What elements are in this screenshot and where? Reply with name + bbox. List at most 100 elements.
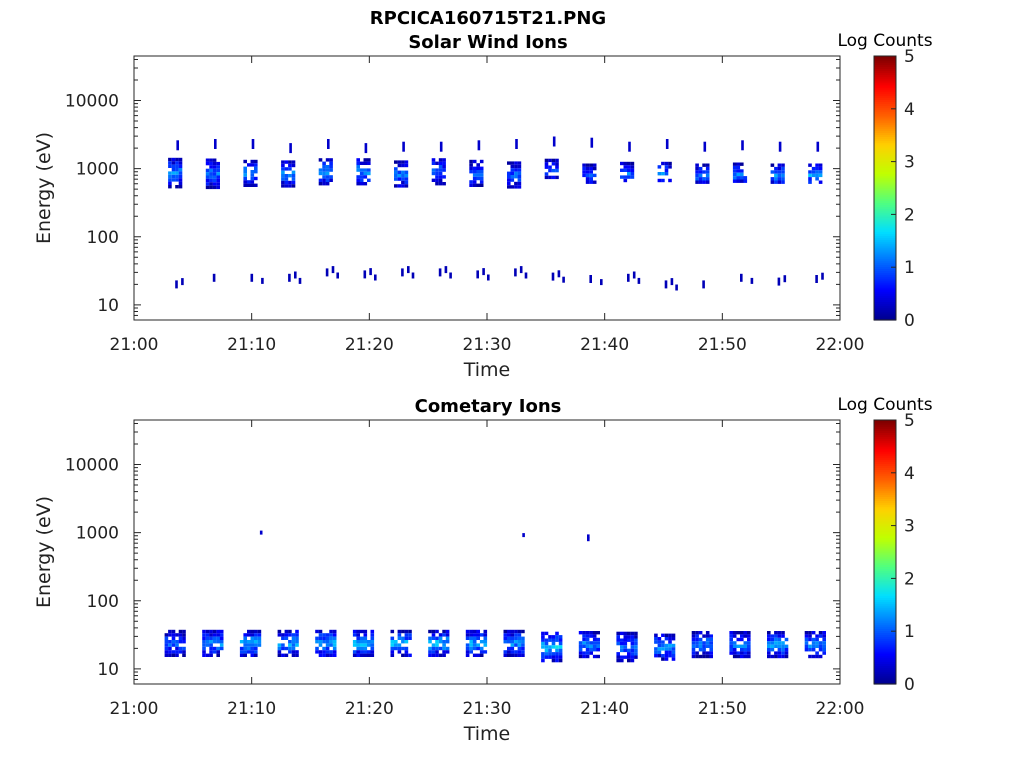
heatmap-cell <box>438 633 443 637</box>
heatmap-cell <box>254 640 258 644</box>
heatmap-cell <box>732 644 737 648</box>
heatmap-cell <box>665 139 669 149</box>
heatmap-cell <box>438 182 443 186</box>
heatmap-cell <box>627 631 631 636</box>
heatmap-cell <box>698 641 703 645</box>
heatmap-cell <box>592 644 597 648</box>
heatmap-cell <box>818 631 823 635</box>
colorbar-segment <box>874 444 896 448</box>
heatmap-cell <box>596 637 600 642</box>
heatmap-cell <box>507 181 511 186</box>
heatmap-cell <box>544 641 549 646</box>
heatmap-cell <box>747 644 751 648</box>
heatmap-cell <box>623 161 628 166</box>
heatmap-cell <box>435 650 439 654</box>
heatmap-cell <box>442 182 446 186</box>
heatmap-cell <box>472 646 477 651</box>
heatmap-cell <box>709 637 713 642</box>
heatmap-cell <box>322 646 326 651</box>
heatmap-cell <box>401 629 405 634</box>
colorbar-segment <box>874 585 896 588</box>
heatmap-cell <box>815 644 819 648</box>
heatmap-cell <box>702 644 706 648</box>
colorbar-segment <box>874 107 896 111</box>
heatmap-cell <box>182 653 186 657</box>
heatmap-cell <box>431 629 436 634</box>
heatmap-cell <box>390 643 395 647</box>
heatmap-cell <box>808 654 812 659</box>
heatmap-cell <box>630 165 635 169</box>
colorbar-tick-label: 2 <box>904 569 915 589</box>
heatmap-cell <box>205 185 210 190</box>
heatmap-cell <box>709 641 713 645</box>
heatmap-cell <box>472 636 477 640</box>
colorbar-segment <box>874 124 896 127</box>
colorbar-segment <box>874 181 896 185</box>
heatmap-cell <box>483 636 488 640</box>
heatmap-cell <box>435 643 439 647</box>
heatmap-cell <box>729 634 733 638</box>
heatmap-cell <box>698 180 703 184</box>
colorbar-segment <box>874 644 896 648</box>
heatmap-cell <box>555 168 559 173</box>
colorbar-segment <box>874 611 896 615</box>
heatmap-cell <box>767 631 771 635</box>
heatmap-cell <box>394 643 398 647</box>
heatmap-cell <box>315 629 319 634</box>
colorbar-segment <box>874 262 896 265</box>
heatmap-cell <box>544 165 549 169</box>
colorbar-segment <box>874 194 896 197</box>
heatmap-cell <box>295 633 299 637</box>
heatmap-cell <box>182 633 186 637</box>
heatmap-cell <box>483 643 488 647</box>
heatmap-cell <box>281 653 285 657</box>
heatmap-cell <box>205 161 210 166</box>
heatmap-cell <box>740 162 744 166</box>
heatmap-cell <box>394 640 398 644</box>
colorbar-segment <box>874 245 896 249</box>
heatmap-cell <box>510 633 515 637</box>
heatmap-cell <box>657 643 662 648</box>
colorbar-segment <box>874 564 896 568</box>
heatmap-cell <box>479 176 484 181</box>
heatmap-cell <box>818 163 823 167</box>
heatmap-cell <box>318 158 323 162</box>
heatmap-cell <box>736 176 741 180</box>
heatmap-cell <box>408 629 412 634</box>
x-tick-label: 21:50 <box>698 699 747 719</box>
heatmap-cell <box>261 277 264 284</box>
heatmap-cell <box>289 143 292 154</box>
colorbar-segment <box>874 533 896 537</box>
colorbar-segment <box>874 223 896 226</box>
colorbar-frame <box>873 55 897 321</box>
heatmap-cell <box>322 653 326 657</box>
heatmap-cell <box>247 650 251 654</box>
heatmap-cell <box>288 646 292 651</box>
colorbar-segment <box>874 562 896 565</box>
colorbar-segment <box>874 525 896 528</box>
heatmap-cell <box>435 175 439 179</box>
heatmap-cell <box>247 646 251 651</box>
heatmap-cell <box>558 652 563 656</box>
colorbar-segment <box>874 669 896 673</box>
colorbar-segment <box>874 554 896 557</box>
heatmap-cell <box>637 277 641 284</box>
heatmap-cell <box>250 640 255 644</box>
heatmap-cell <box>698 166 703 171</box>
heatmap-cell <box>661 161 665 166</box>
heatmap-cell <box>359 161 364 165</box>
heatmap-cell <box>777 641 782 645</box>
x-tick-label: 21:00 <box>110 335 159 355</box>
heatmap-cell <box>770 180 775 184</box>
heatmap-cell <box>544 638 549 642</box>
heatmap-cell <box>670 278 674 286</box>
heatmap-cell <box>781 654 785 659</box>
heatmap-cell <box>705 180 710 184</box>
heatmap-cell <box>804 637 809 642</box>
heatmap-cell <box>325 640 330 644</box>
heatmap-cell <box>589 641 593 645</box>
heatmap-cell <box>332 646 337 651</box>
colorbar-segment <box>874 272 896 276</box>
colorbar-segment <box>874 589 896 592</box>
heatmap-cell <box>332 640 337 644</box>
